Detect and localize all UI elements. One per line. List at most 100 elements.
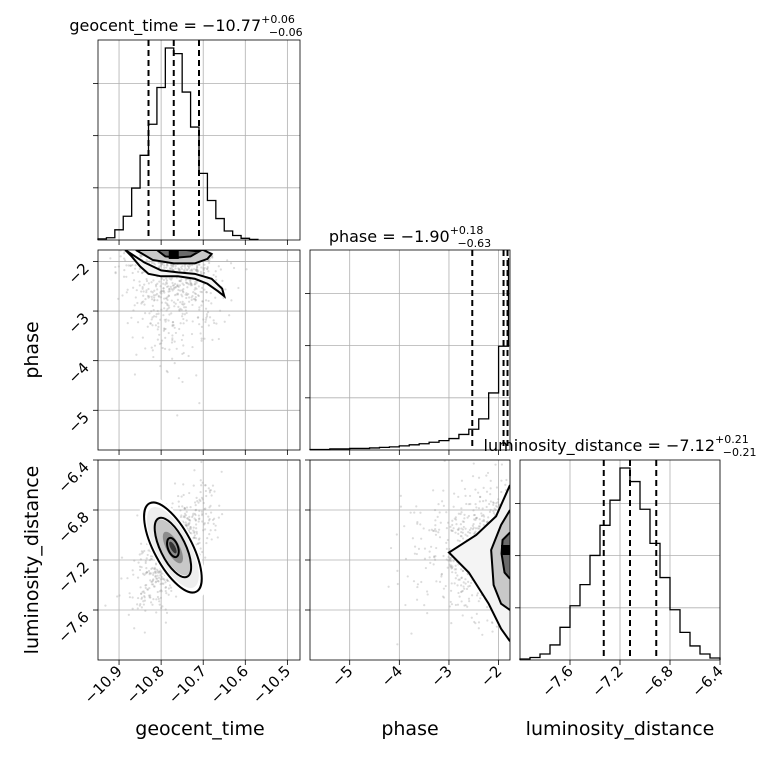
scatter-point [490,621,494,624]
title-geocent-time: geocent_time = −10.77+0.06 −0.06 [69,13,302,39]
scatter-point [450,556,453,559]
scatter-point [217,516,220,519]
scatter-point [491,630,494,633]
scatter-point [435,580,438,583]
scatter-point [504,483,507,486]
scatter-point [193,534,196,537]
scatter-point [440,572,444,576]
scatter-point [177,494,180,498]
scatter-point [220,513,224,516]
scatter-point [162,287,165,290]
ylabel-luminosity-distance: luminosity_distance [21,466,43,655]
scatter-point [423,557,427,560]
scatter-point [130,316,133,319]
scatter-point [200,266,203,269]
scatter-point [154,575,157,578]
scatter-point [183,265,186,268]
scatter-point [468,531,472,535]
scatter-point [171,281,174,285]
scatter-point [148,571,151,575]
scatter-point [457,528,460,531]
scatter-point [423,604,426,607]
scatter-point [215,322,218,325]
scatter-point [188,491,191,495]
scatter-point [426,593,429,596]
scatter-point [437,503,440,506]
scatter-point [485,474,488,477]
scatter-point [475,594,479,597]
scatter-point [440,575,443,578]
scatter-point [189,279,192,282]
scatter-point [152,578,155,581]
scatter-point [184,278,187,281]
scatter-point [199,547,202,550]
scatter-point [172,284,176,287]
scatter-point [181,380,184,384]
scatter-point [185,506,189,509]
scatter-point [492,510,495,513]
scatter-point [472,509,475,512]
scatter-point [193,292,197,295]
density-peak [168,250,179,259]
scatter-point [500,479,503,482]
scatter-point [197,294,200,297]
scatter-point [494,463,497,466]
scatter-point [465,502,468,506]
scatter-point [179,515,183,519]
scatter-point [188,519,192,522]
scatter-point [168,313,171,316]
scatter-point [152,598,155,601]
scatter-point [163,347,167,350]
scatter-point [189,280,192,283]
scatter-point [451,523,454,527]
scatter-point [161,582,164,585]
scatter-point [144,561,147,565]
scatter-point [154,574,157,578]
scatter-point [481,520,484,523]
scatter-point [416,585,419,589]
scatter-point [494,508,497,512]
scatter-point [207,324,210,327]
scatter-point [198,541,201,544]
scatter-point [177,285,180,288]
scatter-point [420,580,423,584]
scatter-point [205,291,208,294]
scatter-point [133,267,137,270]
scatter-point [485,490,489,493]
scatter-point [209,292,212,295]
scatter-point [131,271,134,275]
scatter-point [194,519,197,522]
scatter-point [148,573,151,576]
xtick-label-phase: −2 [477,662,505,690]
scatter-point [167,304,170,307]
scatter-point [200,337,203,340]
scatter-point [136,603,139,606]
scatter-point [172,264,175,267]
scatter-point [174,302,177,305]
scatter-point [170,278,173,281]
scatter-point [157,325,160,328]
scatter-point [181,302,184,306]
scatter-point [147,549,150,552]
scatter-point [467,531,470,534]
scatter-point [122,252,126,255]
scatter-point [173,340,176,343]
scatter-point [148,596,151,599]
scatter-point [491,621,494,625]
scatter-point [171,337,174,340]
scatter-point [204,484,207,487]
scatter-point [452,527,455,530]
scatter-point [117,265,120,268]
scatter-point [213,321,216,325]
scatter-point [473,532,476,535]
scatter-point [471,475,475,478]
scatter-point [148,558,152,562]
scatter-point [165,277,168,280]
scatter-point [128,596,132,599]
title-geocent-time-plus: +0.06 [261,13,295,26]
scatter-point [199,332,202,335]
scatter-point [181,264,184,268]
ytick-label-phase: −3 [64,309,92,337]
contour-level-2 [166,536,180,559]
scatter-point [140,552,143,555]
